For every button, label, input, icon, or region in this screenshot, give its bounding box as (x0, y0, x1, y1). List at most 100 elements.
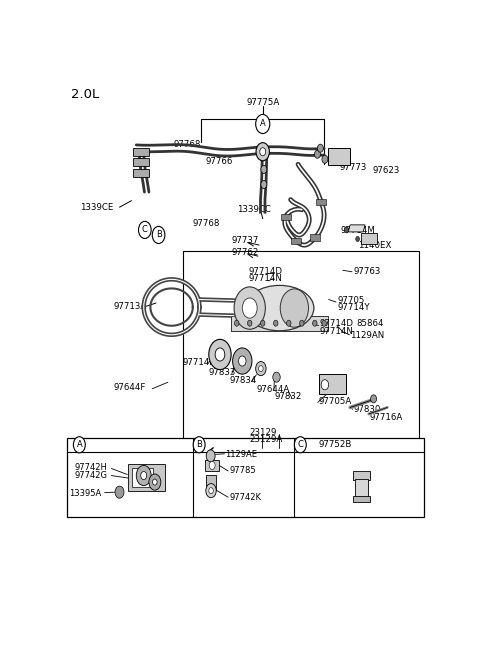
Text: A: A (260, 119, 265, 128)
Circle shape (261, 320, 265, 326)
Circle shape (215, 348, 225, 361)
Bar (353, 496, 370, 502)
Circle shape (234, 287, 265, 329)
Circle shape (259, 365, 263, 371)
Circle shape (248, 320, 252, 326)
Bar (353, 472, 370, 479)
Circle shape (149, 474, 161, 490)
Bar (206, 474, 216, 490)
Bar (319, 373, 347, 394)
Text: 85864: 85864 (357, 319, 384, 328)
Bar (355, 479, 368, 497)
Circle shape (256, 362, 266, 376)
Text: 97766: 97766 (206, 157, 233, 166)
Circle shape (136, 466, 151, 485)
Text: 13395A: 13395A (69, 489, 102, 498)
Text: 97713A: 97713A (114, 302, 147, 311)
Bar (281, 214, 291, 219)
Bar (291, 238, 301, 244)
Text: 97737: 97737 (232, 236, 259, 245)
Text: B: B (156, 231, 161, 240)
Circle shape (256, 143, 269, 161)
Bar (310, 234, 321, 240)
Circle shape (209, 461, 215, 470)
Circle shape (287, 320, 291, 326)
Circle shape (233, 348, 252, 374)
Circle shape (115, 486, 124, 498)
Text: 97832: 97832 (274, 392, 301, 402)
Text: 97830: 97830 (353, 405, 381, 414)
Text: 97644F: 97644F (114, 383, 146, 392)
Text: 97775A: 97775A (246, 98, 279, 107)
Bar (132, 468, 153, 487)
Text: 97714D: 97714D (319, 319, 353, 328)
Ellipse shape (245, 286, 314, 331)
Circle shape (141, 472, 147, 479)
Circle shape (239, 356, 246, 366)
Text: 23129: 23129 (249, 428, 276, 437)
Text: 97716A: 97716A (370, 413, 403, 422)
Text: 1129AN: 1129AN (350, 331, 384, 341)
Bar (205, 460, 219, 471)
Circle shape (321, 380, 329, 390)
Circle shape (256, 115, 270, 134)
Text: 97742H: 97742H (75, 464, 108, 472)
Text: 97705: 97705 (337, 295, 364, 305)
Bar (133, 170, 149, 178)
Text: 97714M: 97714M (341, 226, 376, 235)
Text: 97834: 97834 (229, 376, 257, 385)
Text: 1140EX: 1140EX (358, 241, 391, 250)
Circle shape (206, 450, 215, 462)
Circle shape (314, 150, 321, 159)
Bar (128, 464, 165, 491)
Circle shape (209, 339, 231, 369)
Text: 2.0L: 2.0L (71, 88, 99, 102)
Circle shape (242, 298, 257, 318)
Text: 97742K: 97742K (229, 493, 261, 502)
Circle shape (312, 320, 317, 326)
Bar (328, 147, 350, 165)
Text: 1129AE: 1129AE (226, 450, 258, 459)
Text: 97714L: 97714L (183, 358, 215, 367)
Text: 97714D: 97714D (249, 267, 283, 276)
Circle shape (152, 227, 165, 244)
Text: 23129A: 23129A (249, 435, 282, 444)
Bar (183, 251, 419, 448)
Circle shape (153, 479, 157, 485)
Circle shape (193, 437, 205, 453)
Circle shape (139, 221, 151, 238)
Text: 97773: 97773 (340, 163, 367, 172)
Text: 97714N: 97714N (249, 274, 283, 284)
Text: 97768: 97768 (192, 219, 220, 229)
Circle shape (273, 372, 280, 383)
Text: C: C (142, 225, 148, 234)
Text: 97785: 97785 (229, 466, 256, 476)
Circle shape (261, 181, 267, 189)
Bar (133, 147, 149, 156)
Circle shape (280, 289, 309, 328)
Circle shape (300, 320, 304, 326)
Text: 1339CE: 1339CE (81, 202, 114, 212)
Text: 97714Y: 97714Y (337, 303, 370, 312)
Text: 97742G: 97742G (75, 471, 108, 480)
Circle shape (274, 320, 278, 326)
Circle shape (73, 437, 85, 453)
Circle shape (356, 236, 360, 242)
Text: 97762: 97762 (232, 248, 259, 257)
Text: B: B (196, 440, 202, 449)
Circle shape (294, 437, 306, 453)
Bar (133, 158, 149, 166)
Text: 97768: 97768 (174, 140, 201, 149)
Circle shape (371, 395, 377, 403)
Circle shape (234, 320, 239, 326)
Bar (360, 233, 377, 244)
Text: 97705A: 97705A (319, 397, 352, 406)
Text: 97763: 97763 (353, 267, 381, 276)
Text: 97833: 97833 (209, 368, 236, 377)
Text: 97752B: 97752B (319, 440, 352, 449)
Circle shape (261, 165, 267, 174)
Circle shape (260, 147, 266, 156)
Text: A: A (76, 440, 82, 449)
Text: 97623: 97623 (372, 166, 400, 175)
Circle shape (209, 487, 213, 494)
